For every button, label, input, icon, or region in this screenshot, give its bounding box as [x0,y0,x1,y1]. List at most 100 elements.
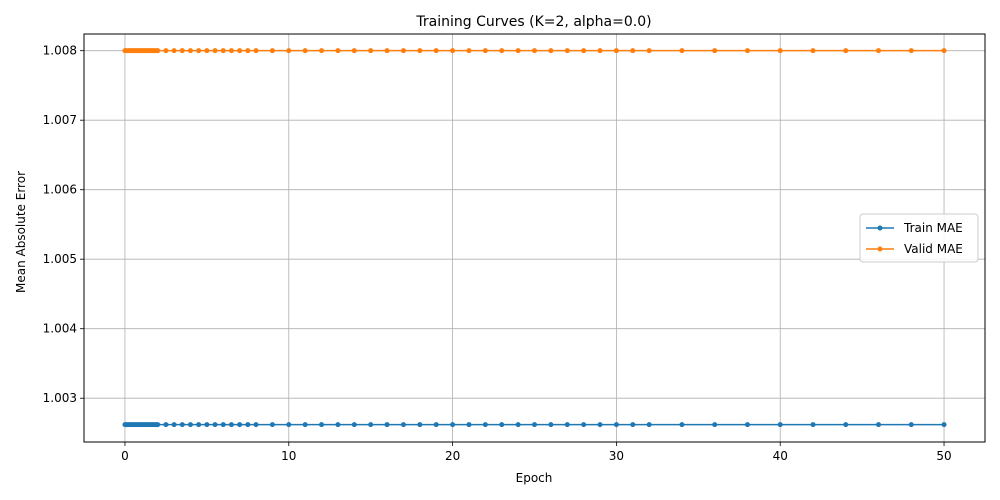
data-point [548,422,554,428]
data-point [204,48,210,54]
data-point [155,48,161,54]
axes: 0 10 20 30 40 50 1.003 1.004 1.005 1.006 1.007 1.00… [43,44,952,463]
data-point [466,48,472,54]
y-tick-label: 1.004 [43,322,77,336]
data-point [384,422,390,428]
data-point [646,48,652,54]
chart-title: Training Curves (K=2, alpha=0.0) [415,14,651,30]
data-point [253,48,259,54]
data-point [712,422,718,428]
legend-marker-valid [877,246,883,252]
series-valid-mae [122,48,947,54]
data-point [744,48,750,54]
x-axis-title: Epoch [516,471,553,485]
data-point [515,48,521,54]
y-tick-label: 1.005 [43,252,77,266]
data-point [908,422,914,428]
data-point [499,422,505,428]
data-point [187,422,193,428]
data-point [245,48,251,54]
data-point [351,48,357,54]
series-train-mae [122,422,947,428]
legend-box [859,213,979,263]
data-point [712,48,718,54]
data-point [630,48,636,54]
data-point [237,48,243,54]
data-point [187,48,193,54]
data-point [237,422,243,428]
data-point [368,48,374,54]
data-point [777,48,783,54]
data-point [196,422,202,428]
data-point [286,422,292,428]
data-point [417,48,423,54]
y-tick-label: 1.008 [43,44,77,58]
data-point [843,48,849,54]
x-tick-label: 40 [773,449,788,463]
x-tick-label: 50 [936,449,951,463]
data-point [253,422,259,428]
data-point [220,48,226,54]
grid [84,34,985,442]
data-point [466,422,472,428]
data-point [384,48,390,54]
legend-label-train: Train MAE [903,221,963,235]
plot-frame [83,33,986,443]
data-point [843,422,849,428]
x-tick-label: 0 [121,449,129,463]
data-point [400,422,406,428]
data-point [400,48,406,54]
data-point [581,422,587,428]
data-point [548,48,554,54]
data-point [532,422,537,428]
data-point [417,422,423,428]
data-point [212,48,218,54]
legend: Train MAE Valid MAE [859,213,979,263]
data-point [245,422,251,428]
data-point [450,422,456,428]
data-point [564,48,570,54]
data-point [810,48,816,54]
data-point [196,48,202,54]
data-point [171,48,177,54]
data-point [228,48,234,54]
data-point [302,422,308,428]
data-point [515,422,521,428]
data-point [179,422,185,428]
data-point [286,48,292,54]
data-point [499,48,505,54]
data-point [335,422,341,428]
data-point [646,422,652,428]
y-tick-label: 1.003 [43,391,77,405]
data-point [679,422,685,428]
data-point [532,48,537,54]
data-point [482,48,488,54]
data-point [679,48,685,54]
data-point [269,422,275,428]
data-point [171,422,177,428]
data-point [744,422,750,428]
data-point [941,422,947,428]
data-point [597,48,603,54]
x-tick-label: 20 [445,449,460,463]
data-point [941,48,947,54]
data-point [433,48,439,54]
data-point [597,422,603,428]
data-point [810,422,816,428]
data-point [302,48,308,54]
x-tick-label: 30 [609,449,624,463]
data-point [155,422,161,428]
legend-label-valid: Valid MAE [904,242,963,256]
data-point [450,48,456,54]
data-point [630,422,636,428]
data-point [482,422,488,428]
y-axis-title: Mean Absolute Error [14,171,28,293]
data-point [581,48,587,54]
data-point [876,422,882,428]
data-point [876,48,882,54]
data-point [564,422,570,428]
data-point [613,422,619,428]
data-point [212,422,218,428]
